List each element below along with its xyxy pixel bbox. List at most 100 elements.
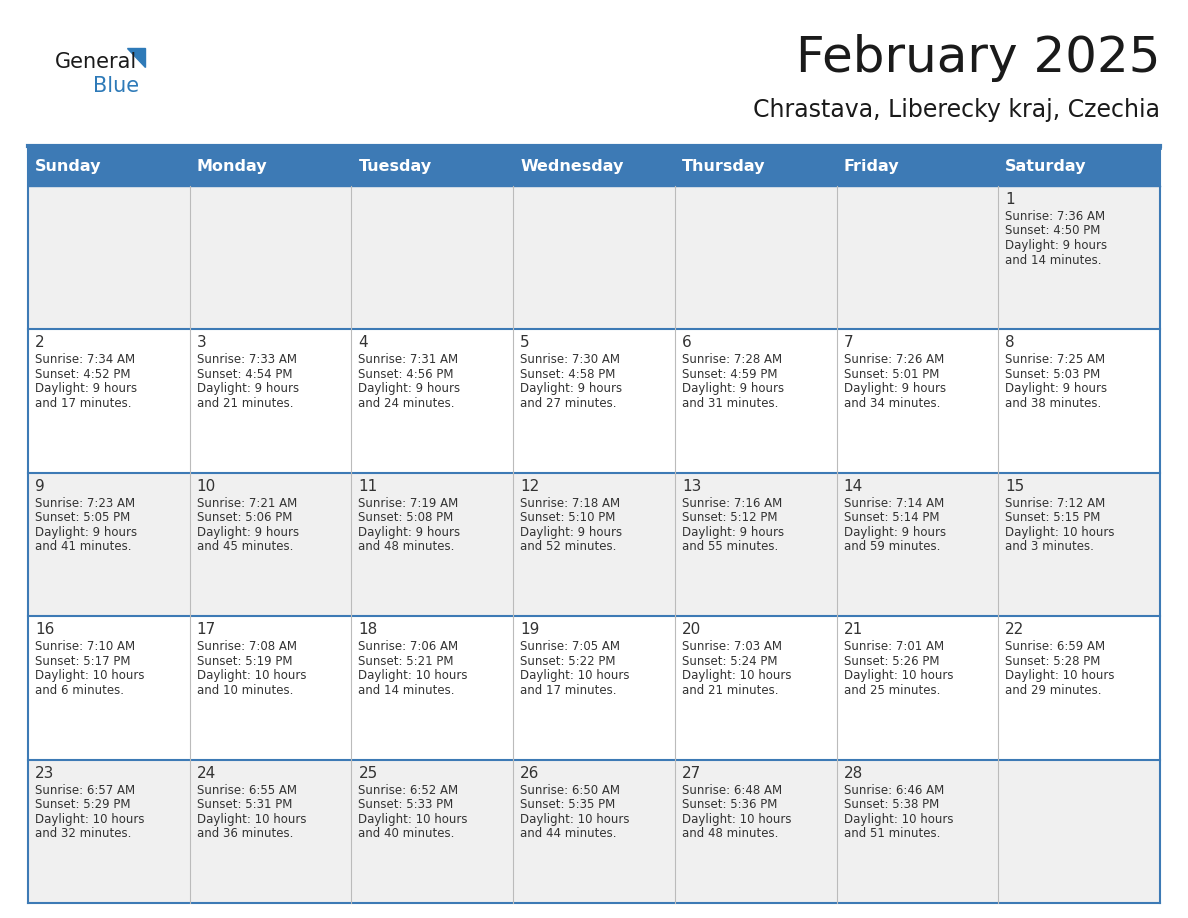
Text: 22: 22 [1005, 622, 1024, 637]
Text: Sunrise: 7:16 AM: Sunrise: 7:16 AM [682, 497, 782, 509]
Text: Daylight: 10 hours: Daylight: 10 hours [520, 669, 630, 682]
Text: and 31 minutes.: and 31 minutes. [682, 397, 778, 410]
Bar [29, 186, 1159, 330]
Text: Sunset: 4:58 PM: Sunset: 4:58 PM [520, 368, 615, 381]
Text: Sunset: 5:31 PM: Sunset: 5:31 PM [197, 798, 292, 812]
Text: Sunrise: 7:01 AM: Sunrise: 7:01 AM [843, 640, 943, 654]
Text: and 45 minutes.: and 45 minutes. [197, 541, 293, 554]
Text: Sunrise: 7:03 AM: Sunrise: 7:03 AM [682, 640, 782, 654]
Text: 13: 13 [682, 479, 701, 494]
Text: Sunset: 5:19 PM: Sunset: 5:19 PM [197, 655, 292, 667]
Text: and 3 minutes.: and 3 minutes. [1005, 541, 1094, 554]
Text: and 38 minutes.: and 38 minutes. [1005, 397, 1101, 410]
Text: Sunset: 5:05 PM: Sunset: 5:05 PM [34, 511, 131, 524]
Text: Daylight: 9 hours: Daylight: 9 hours [34, 526, 137, 539]
Text: Daylight: 9 hours: Daylight: 9 hours [843, 526, 946, 539]
Text: Sunset: 5:22 PM: Sunset: 5:22 PM [520, 655, 615, 667]
Text: Sunrise: 7:18 AM: Sunrise: 7:18 AM [520, 497, 620, 509]
Text: and 32 minutes.: and 32 minutes. [34, 827, 132, 840]
Text: Sunrise: 7:36 AM: Sunrise: 7:36 AM [1005, 210, 1105, 223]
Text: and 14 minutes.: and 14 minutes. [359, 684, 455, 697]
Text: Sunset: 5:26 PM: Sunset: 5:26 PM [843, 655, 939, 667]
Text: February 2025: February 2025 [796, 34, 1159, 82]
Text: Daylight: 9 hours: Daylight: 9 hours [1005, 383, 1107, 396]
Text: and 48 minutes.: and 48 minutes. [359, 541, 455, 554]
Text: Sunset: 4:50 PM: Sunset: 4:50 PM [1005, 225, 1100, 238]
Text: and 41 minutes.: and 41 minutes. [34, 541, 132, 554]
Text: Sunset: 4:59 PM: Sunset: 4:59 PM [682, 368, 777, 381]
Text: Sunset: 4:56 PM: Sunset: 4:56 PM [359, 368, 454, 381]
Text: 6: 6 [682, 335, 691, 351]
Text: Daylight: 9 hours: Daylight: 9 hours [197, 526, 299, 539]
Text: Sunrise: 6:55 AM: Sunrise: 6:55 AM [197, 784, 297, 797]
Text: Sunrise: 7:30 AM: Sunrise: 7:30 AM [520, 353, 620, 366]
Text: Sunrise: 7:31 AM: Sunrise: 7:31 AM [359, 353, 459, 366]
Text: and 25 minutes.: and 25 minutes. [843, 684, 940, 697]
Text: Daylight: 10 hours: Daylight: 10 hours [1005, 526, 1114, 539]
Text: 2: 2 [34, 335, 45, 351]
Text: Sunset: 5:38 PM: Sunset: 5:38 PM [843, 798, 939, 812]
Text: Sunrise: 7:10 AM: Sunrise: 7:10 AM [34, 640, 135, 654]
Text: 16: 16 [34, 622, 55, 637]
Text: Sunrise: 7:19 AM: Sunrise: 7:19 AM [359, 497, 459, 509]
Text: and 27 minutes.: and 27 minutes. [520, 397, 617, 410]
Text: and 17 minutes.: and 17 minutes. [520, 684, 617, 697]
Text: Sunrise: 6:59 AM: Sunrise: 6:59 AM [1005, 640, 1105, 654]
Text: Daylight: 9 hours: Daylight: 9 hours [682, 526, 784, 539]
Text: 1: 1 [1005, 192, 1015, 207]
Text: Daylight: 9 hours: Daylight: 9 hours [1005, 239, 1107, 252]
Text: Daylight: 9 hours: Daylight: 9 hours [682, 383, 784, 396]
Text: Thursday: Thursday [682, 160, 765, 174]
Bar [29, 330, 1159, 473]
Text: Daylight: 10 hours: Daylight: 10 hours [359, 669, 468, 682]
Text: Daylight: 9 hours: Daylight: 9 hours [359, 526, 461, 539]
Text: Sunrise: 7:14 AM: Sunrise: 7:14 AM [843, 497, 943, 509]
Text: General: General [55, 52, 138, 72]
Text: Sunset: 4:52 PM: Sunset: 4:52 PM [34, 368, 131, 381]
Text: Sunset: 5:06 PM: Sunset: 5:06 PM [197, 511, 292, 524]
Text: and 29 minutes.: and 29 minutes. [1005, 684, 1101, 697]
Text: Daylight: 10 hours: Daylight: 10 hours [197, 812, 307, 825]
Text: 10: 10 [197, 479, 216, 494]
Text: and 52 minutes.: and 52 minutes. [520, 541, 617, 554]
Text: Daylight: 10 hours: Daylight: 10 hours [843, 669, 953, 682]
Text: Sunset: 5:14 PM: Sunset: 5:14 PM [843, 511, 939, 524]
Text: Daylight: 10 hours: Daylight: 10 hours [682, 669, 791, 682]
Text: Sunday: Sunday [34, 160, 101, 174]
Text: 4: 4 [359, 335, 368, 351]
Text: Daylight: 10 hours: Daylight: 10 hours [1005, 669, 1114, 682]
Text: Saturday: Saturday [1005, 160, 1087, 174]
Text: and 40 minutes.: and 40 minutes. [359, 827, 455, 840]
Text: Sunrise: 7:28 AM: Sunrise: 7:28 AM [682, 353, 782, 366]
Text: Monday: Monday [197, 160, 267, 174]
Text: and 44 minutes.: and 44 minutes. [520, 827, 617, 840]
Text: Sunset: 5:01 PM: Sunset: 5:01 PM [843, 368, 939, 381]
Bar [836, 148, 998, 186]
Text: Daylight: 9 hours: Daylight: 9 hours [843, 383, 946, 396]
Text: and 34 minutes.: and 34 minutes. [843, 397, 940, 410]
Text: 9: 9 [34, 479, 45, 494]
Text: 14: 14 [843, 479, 862, 494]
Text: Sunset: 5:33 PM: Sunset: 5:33 PM [359, 798, 454, 812]
Text: Daylight: 9 hours: Daylight: 9 hours [197, 383, 299, 396]
Text: Daylight: 10 hours: Daylight: 10 hours [34, 812, 145, 825]
Bar [29, 759, 1159, 903]
Text: Sunset: 5:21 PM: Sunset: 5:21 PM [359, 655, 454, 667]
Text: Sunset: 5:24 PM: Sunset: 5:24 PM [682, 655, 777, 667]
Text: Daylight: 9 hours: Daylight: 9 hours [520, 383, 623, 396]
Text: 24: 24 [197, 766, 216, 780]
Text: Sunrise: 7:06 AM: Sunrise: 7:06 AM [359, 640, 459, 654]
Text: and 6 minutes.: and 6 minutes. [34, 684, 124, 697]
Text: Sunrise: 6:57 AM: Sunrise: 6:57 AM [34, 784, 135, 797]
Text: Blue: Blue [93, 76, 139, 96]
Bar [675, 148, 836, 186]
Text: 26: 26 [520, 766, 539, 780]
Text: Sunrise: 7:08 AM: Sunrise: 7:08 AM [197, 640, 297, 654]
Text: 25: 25 [359, 766, 378, 780]
Text: Daylight: 9 hours: Daylight: 9 hours [34, 383, 137, 396]
Text: Daylight: 10 hours: Daylight: 10 hours [359, 812, 468, 825]
Text: Sunset: 5:15 PM: Sunset: 5:15 PM [1005, 511, 1100, 524]
Text: Sunrise: 6:48 AM: Sunrise: 6:48 AM [682, 784, 782, 797]
Text: Daylight: 10 hours: Daylight: 10 hours [682, 812, 791, 825]
Text: Sunrise: 7:05 AM: Sunrise: 7:05 AM [520, 640, 620, 654]
